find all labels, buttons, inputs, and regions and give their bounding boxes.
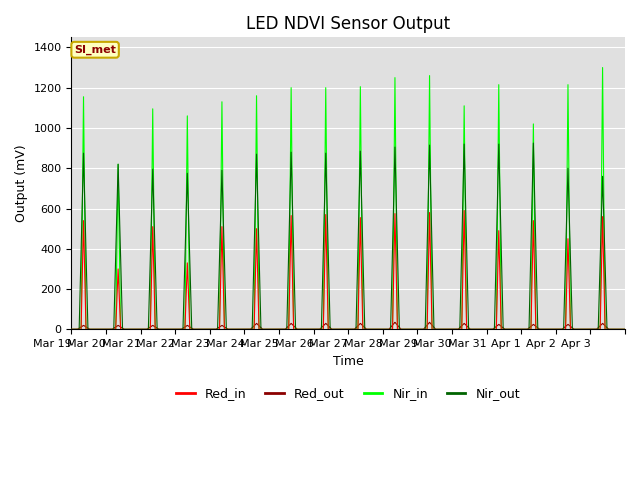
X-axis label: Time: Time <box>333 355 364 368</box>
Legend: Red_in, Red_out, Nir_in, Nir_out: Red_in, Red_out, Nir_in, Nir_out <box>172 382 525 405</box>
Text: SI_met: SI_met <box>74 45 116 55</box>
Y-axis label: Output (mV): Output (mV) <box>15 144 28 222</box>
Bar <box>72 37 625 329</box>
Title: LED NDVI Sensor Output: LED NDVI Sensor Output <box>246 15 451 33</box>
